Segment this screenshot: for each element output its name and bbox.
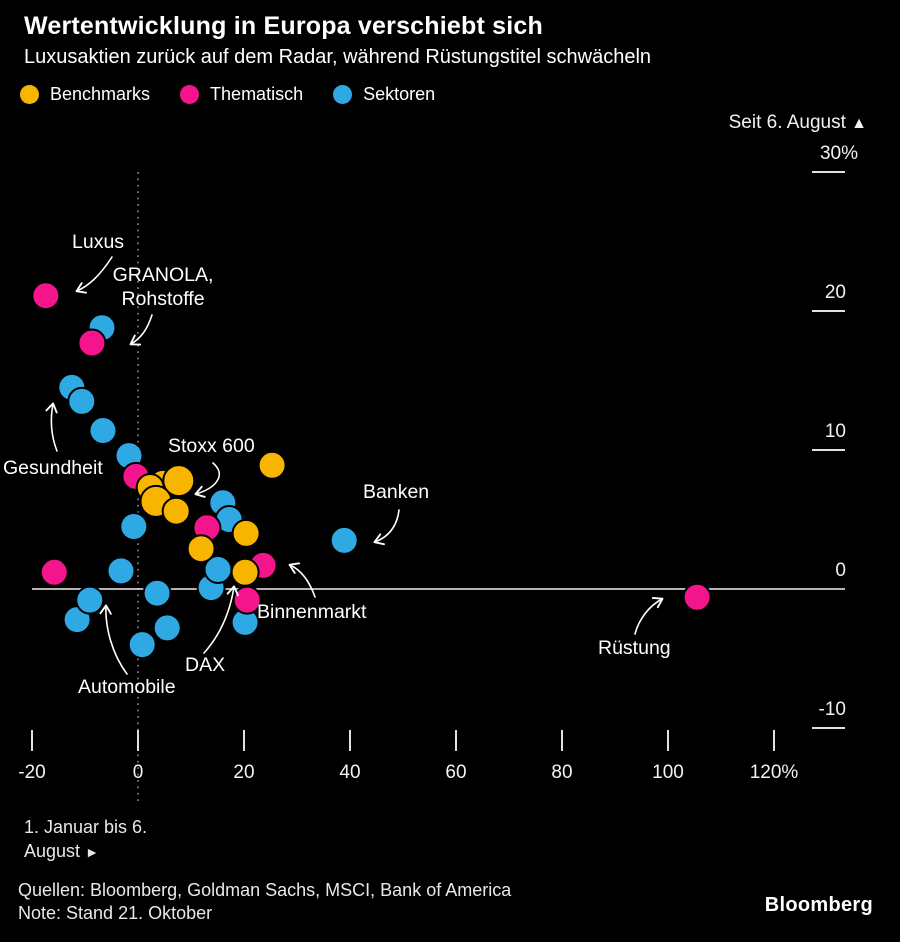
y-axis-direction-label: Seit 6. August ▲ <box>729 112 867 134</box>
annotation-line: Stoxx 600 <box>168 435 255 457</box>
x-axis-direction-label: 1. Januar bis 6. August ► <box>24 815 147 864</box>
annotation-arrow <box>75 256 113 294</box>
annotation-line: Binnenmarkt <box>257 601 367 623</box>
annotation-line: Rüstung <box>598 637 671 659</box>
annotation-arrow <box>288 562 316 598</box>
legend-label: Sektoren <box>363 84 436 104</box>
legend-item-sektoren: Sektoren <box>333 84 435 105</box>
x-tick-label: -20 <box>18 762 45 783</box>
y-tick-label: -10 <box>819 699 846 720</box>
thematisch-dot-icon <box>180 85 200 104</box>
sources-line: Quellen: Bloomberg, Goldman Sachs, MSCI,… <box>18 880 512 900</box>
x-tick-label: 20 <box>233 762 254 783</box>
annotation-arrow <box>99 604 128 675</box>
right-triangle-icon: ► <box>85 844 99 860</box>
annotation-arrow <box>203 585 239 654</box>
annotation-line: Rohstoffe <box>121 288 204 310</box>
annotation-label: Gesundheit <box>3 457 103 479</box>
scatter-point-sektoren <box>88 416 118 445</box>
scatter-point-sektoren <box>67 386 97 416</box>
scatter-point-benchmarks <box>161 496 191 526</box>
x-axis-note-line1: 1. Januar bis 6. <box>24 817 148 837</box>
x-tick-label: 0 <box>133 762 144 783</box>
scatter-point-sektoren <box>329 525 359 555</box>
scatter-point-benchmarks <box>231 518 261 548</box>
annotation-line: Banken <box>363 481 429 503</box>
page-subtitle: Luxusaktien zurück auf dem Radar, währen… <box>24 46 652 68</box>
annotation-line: Gesundheit <box>3 457 103 479</box>
annotation-label: Banken <box>363 481 429 503</box>
bloomberg-logo: Bloomberg <box>764 894 873 916</box>
sektoren-dot-icon <box>333 85 353 104</box>
legend-label: Thematisch <box>210 84 304 104</box>
annotation-line: Automobile <box>78 676 176 698</box>
legend-item-benchmarks: Benchmarks <box>20 84 150 105</box>
scatter-point-benchmarks <box>186 534 216 564</box>
annotation-label: Automobile <box>78 676 176 698</box>
annotation-arrow <box>129 314 153 346</box>
annotation-label: Stoxx 600 <box>168 435 255 457</box>
scatter-point-benchmarks <box>162 464 196 498</box>
note-line: Note: Stand 21. Oktober <box>18 903 213 923</box>
scatter-point-thematisch <box>39 557 69 587</box>
annotation-line: Luxus <box>72 231 124 253</box>
x-tick-label: 80 <box>551 762 572 783</box>
annotation-arrow <box>194 462 220 498</box>
x-tick-label: 40 <box>339 762 360 783</box>
x-axis-note-text: August <box>24 841 81 861</box>
up-triangle-icon: ▲ <box>851 115 867 132</box>
annotation-line: GRANOLA, <box>113 264 214 286</box>
footer: Quellen: Bloomberg, Goldman Sachs, MSCI,… <box>18 879 511 925</box>
scatter-point-sektoren <box>119 512 149 541</box>
annotation-arrow <box>634 597 664 635</box>
y-tick-label: 30% <box>820 143 858 164</box>
scatter-point-thematisch <box>77 328 107 358</box>
annotation-line: DAX <box>185 654 225 676</box>
scatter-point-benchmarks <box>257 450 287 480</box>
y-tick-label: 10 <box>825 421 846 442</box>
annotation-label: Luxus <box>72 231 124 253</box>
benchmarks-dot-icon <box>20 85 39 104</box>
annotation-label: GRANOLA, Rohstoffe <box>113 264 214 310</box>
y-tick-label: 20 <box>825 282 846 303</box>
scatter-point-thematisch <box>31 281 61 311</box>
legend: Benchmarks Thematisch Sektoren <box>20 84 435 105</box>
x-tick-label: 100 <box>652 762 684 783</box>
x-tick-label: 60 <box>445 762 466 783</box>
scatter-point-sektoren <box>127 630 157 660</box>
legend-label: Benchmarks <box>50 84 151 104</box>
annotation-label: DAX <box>185 654 225 676</box>
y-axis-direction-text: Seit 6. August <box>728 112 846 133</box>
scatter-point-sektoren <box>142 578 172 608</box>
scatter-point-sektoren <box>152 613 182 643</box>
y-tick-label: 0 <box>835 560 846 581</box>
annotation-arrow <box>373 509 400 546</box>
annotation-label: Binnenmarkt <box>257 601 367 623</box>
annotation-label: Rüstung <box>598 637 671 659</box>
page-title: Wertentwicklung in Europa verschiebt sic… <box>24 12 543 40</box>
scatter-point-thematisch <box>682 582 712 612</box>
x-axis-note-line2: August ► <box>24 839 147 864</box>
scatter-point-sektoren <box>75 585 105 615</box>
annotation-arrow <box>45 402 58 452</box>
scatter-point-sektoren <box>106 556 136 586</box>
scatter-point-benchmarks <box>230 557 260 587</box>
legend-item-thematisch: Thematisch <box>180 84 303 105</box>
x-tick-label: 120% <box>750 762 799 783</box>
